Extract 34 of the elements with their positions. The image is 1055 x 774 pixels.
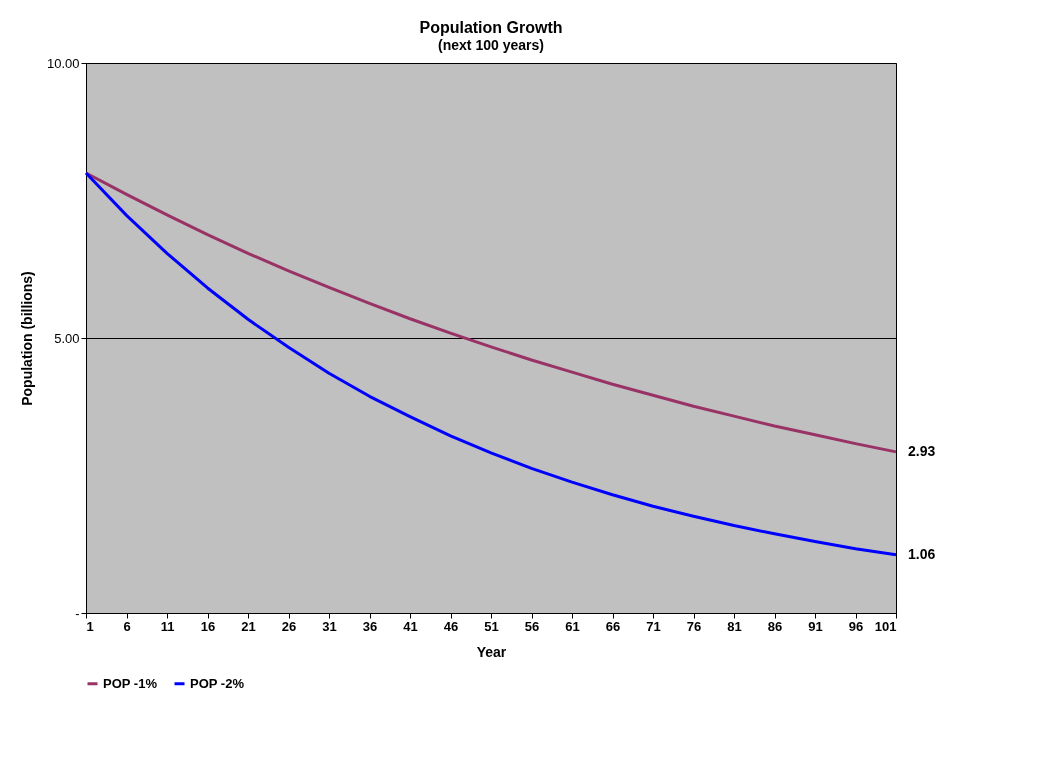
x-tick-label: 71 [646, 618, 661, 634]
y-tick-label: 10.00 [46, 55, 80, 71]
x-tick-label: 76 [686, 618, 702, 634]
data-label: 1.06 [908, 545, 936, 562]
x-tick-label: 66 [605, 618, 621, 634]
x-tick-label: 96 [848, 618, 864, 634]
y-tick-label: - [75, 605, 80, 621]
x-axis-title: Year [476, 643, 507, 660]
x-tick-label: 101 [874, 618, 897, 634]
x-tick-label: 1 [86, 618, 94, 634]
x-tick-label: 81 [727, 618, 742, 634]
legend-label: POP -2% [190, 675, 245, 691]
chart-title: Population Growth [419, 19, 563, 36]
legend-label: POP -1% [103, 675, 158, 691]
x-tick-label: 56 [524, 618, 540, 634]
x-tick-label: 31 [322, 618, 337, 634]
x-tick-label: 61 [565, 618, 580, 634]
x-tick-label: 91 [808, 618, 823, 634]
line-series [84, 171, 898, 454]
x-tick-label: 6 [123, 618, 131, 634]
x-tick-label: 36 [362, 618, 378, 634]
chart-subtitle: (next 100 years) [438, 37, 544, 53]
data-label: 2.93 [908, 442, 936, 459]
x-tick-label: 16 [200, 618, 216, 634]
line-series [84, 171, 898, 557]
x-tick-label: 21 [241, 618, 256, 634]
x-tick-label: 26 [281, 618, 297, 634]
x-tick-label: 41 [403, 618, 418, 634]
y-tick-label: 5.00 [54, 330, 80, 346]
x-tick-label: 51 [484, 618, 499, 634]
x-tick-label: 11 [160, 618, 175, 634]
x-tick-label: 46 [443, 618, 459, 634]
y-axis-title: Population (billions) [18, 271, 35, 406]
x-tick-label: 86 [767, 618, 783, 634]
